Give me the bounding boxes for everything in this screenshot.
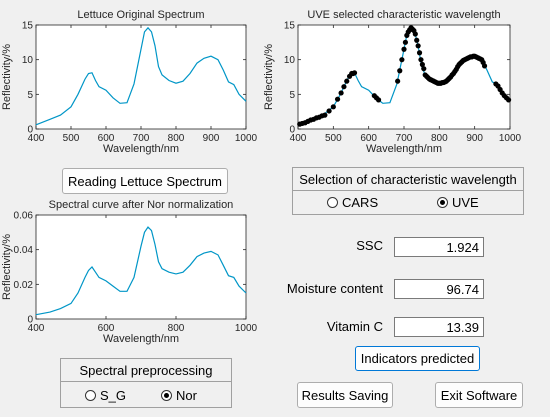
selected-wavelength-point	[338, 90, 344, 96]
y-tick-label: 0	[27, 125, 33, 136]
y-tick-label: 0	[27, 315, 33, 326]
moisture-label: Moisture content	[286, 281, 383, 296]
selected-wavelength-point	[416, 50, 423, 56]
chart-title: Lettuce Original Spectrum	[77, 9, 204, 21]
x-tick-label: 800	[168, 323, 185, 334]
y-axis-label: Reflectivity/%	[263, 44, 275, 110]
y-tick-label: 15	[22, 21, 34, 32]
y-tick-label: 10	[22, 55, 34, 66]
sg-radio[interactable]: S_G	[85, 388, 126, 403]
y-tick-label: 5	[289, 90, 295, 101]
y-tick-label: 0.04	[14, 245, 34, 256]
cars-radio-label: CARS	[342, 195, 379, 210]
selected-wavelength-point	[418, 57, 424, 63]
nor-radio-label: Nor	[176, 388, 197, 403]
x-tick-label: 700	[133, 133, 150, 144]
save-results-button[interactable]: Results Saving	[297, 382, 393, 408]
selected-wavelength-point	[344, 78, 350, 84]
x-tick-label: 600	[98, 323, 115, 334]
read-spectrum-button[interactable]: Reading Lettuce Spectrum	[62, 168, 228, 194]
y-tick-label: 0.02	[14, 280, 34, 291]
nor-radio[interactable]: Nor	[161, 388, 197, 403]
plot-area	[35, 214, 247, 320]
x-tick-label: 600	[360, 133, 377, 144]
x-tick-label: 900	[203, 133, 220, 144]
uve-radio-label: UVE	[452, 195, 479, 210]
selected-wavelength-point	[397, 68, 403, 74]
vitamin-c-label: Vitamin C	[326, 319, 383, 334]
nor-radio-circle-icon[interactable]	[161, 390, 172, 401]
x-tick-label: 900	[466, 133, 483, 144]
selected-wavelength-point	[375, 97, 382, 103]
x-tick-label: 1000	[499, 133, 522, 144]
x-tick-label: 800	[431, 133, 448, 144]
selected-wavelength-point	[330, 104, 336, 110]
selected-wavelength-point	[395, 78, 401, 84]
selected-wavelength-point	[481, 63, 488, 69]
selected-wavelength-point	[421, 66, 427, 72]
selected-wavelength-point	[334, 96, 341, 102]
y-tick-label: 0.06	[14, 211, 34, 222]
exit-software-button[interactable]: Exit Software	[435, 382, 523, 408]
x-tick-label: 1000	[235, 133, 258, 144]
x-tick-label: 500	[325, 133, 342, 144]
y-axis-label: Reflectivity/%	[1, 44, 13, 110]
y-tick-label: 10	[284, 55, 296, 66]
selected-wavelength-point	[505, 97, 512, 103]
cars-radio[interactable]: CARS	[327, 195, 378, 210]
selected-wavelength-point	[351, 70, 358, 76]
x-tick-label: 400	[290, 133, 307, 144]
selected-wavelength-point	[399, 57, 405, 63]
ssc-label: SSC	[356, 238, 383, 253]
ssc-value-field[interactable]: 1.924	[394, 237, 484, 257]
chart-title: UVE selected characteristic wavelength	[307, 9, 500, 21]
wavelength-selection-group: Selection of characteristic wavelength C…	[292, 167, 524, 215]
selected-wavelength-point	[341, 84, 347, 90]
x-axis-label: Wavelength/nm	[366, 143, 442, 155]
chart-title: Spectral curve after Nor normalization	[49, 199, 234, 211]
x-tick-label: 1000	[235, 323, 258, 334]
spectrum-line	[35, 226, 247, 316]
x-tick-label: 700	[396, 133, 413, 144]
predict-indicators-button[interactable]: Indicators predicted	[355, 346, 480, 371]
selected-wavelength-point	[401, 46, 407, 52]
x-tick-label: 400	[28, 323, 45, 334]
x-axis-label: Wavelength/nm	[103, 143, 179, 155]
cars-radio-circle-icon[interactable]	[327, 197, 338, 208]
uve-radio[interactable]: UVE	[437, 195, 479, 210]
selected-wavelength-point	[415, 43, 421, 49]
wavelength-selection-title: Selection of characteristic wavelength	[293, 168, 523, 191]
preprocessing-group: Spectral preprocessing S_G Nor	[60, 358, 232, 408]
sg-radio-circle-icon[interactable]	[85, 390, 96, 401]
y-tick-label: 15	[284, 21, 296, 32]
vitamin-c-value-field[interactable]: 13.39	[394, 317, 484, 337]
uve-radio-circle-icon[interactable]	[437, 197, 448, 208]
moisture-value-field[interactable]: 96.74	[394, 279, 484, 299]
x-tick-label: 500	[63, 133, 80, 144]
y-tick-label: 0	[289, 125, 295, 136]
selected-wavelength-point	[412, 31, 418, 37]
y-axis-label: Reflectivity/%	[1, 234, 13, 300]
spectrum-line	[35, 26, 247, 126]
selected-wavelength-point	[326, 108, 332, 114]
plot-area	[35, 24, 247, 130]
selected-wavelength-point	[414, 37, 420, 43]
x-tick-label: 600	[98, 133, 115, 144]
sg-radio-label: S_G	[100, 388, 127, 403]
selected-wavelength-point	[402, 39, 409, 45]
preprocessing-title: Spectral preprocessing	[61, 359, 231, 382]
y-tick-label: 5	[27, 90, 33, 101]
selected-wavelength-point	[419, 61, 425, 68]
selected-wavelength-point	[322, 112, 328, 118]
x-tick-label: 800	[168, 133, 185, 144]
x-tick-label: 400	[28, 133, 45, 144]
x-axis-label: Wavelength/nm	[103, 333, 179, 345]
